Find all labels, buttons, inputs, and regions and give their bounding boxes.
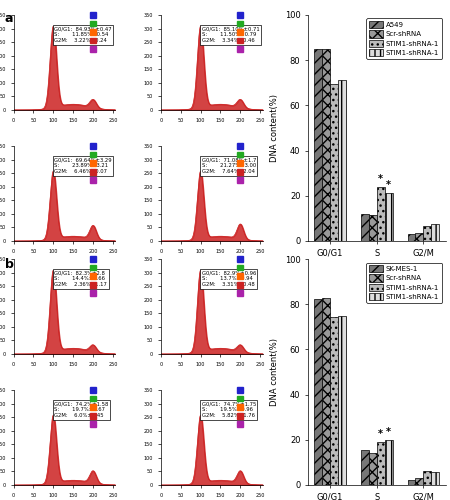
- Bar: [90, 290, 96, 296]
- Bar: [237, 46, 243, 52]
- Text: G0/G1:  74.2%±1.58
S:        19.7%±1.67
G2M:    6.0%±0.45: G0/G1: 74.2%±1.58 S: 19.7%±1.67 G2M: 6.0…: [54, 402, 108, 418]
- Bar: [369, 215, 377, 241]
- Bar: [90, 46, 96, 52]
- Bar: [237, 20, 243, 26]
- Text: *: *: [386, 180, 391, 190]
- Bar: [90, 422, 96, 427]
- Bar: [237, 169, 243, 174]
- Bar: [237, 396, 243, 402]
- Bar: [423, 226, 432, 241]
- Bar: [237, 12, 243, 18]
- Bar: [90, 12, 96, 18]
- Bar: [361, 450, 369, 485]
- Bar: [90, 256, 96, 262]
- Bar: [369, 454, 377, 485]
- Bar: [408, 234, 415, 241]
- Bar: [90, 178, 96, 183]
- Bar: [322, 298, 330, 485]
- Bar: [423, 472, 432, 485]
- Bar: [90, 160, 96, 166]
- Bar: [408, 480, 415, 485]
- Bar: [330, 317, 338, 485]
- Text: b: b: [4, 258, 13, 270]
- Bar: [237, 160, 243, 166]
- Bar: [90, 413, 96, 418]
- Bar: [237, 38, 243, 44]
- Bar: [90, 387, 96, 393]
- Bar: [385, 440, 393, 485]
- Bar: [90, 38, 96, 44]
- Bar: [90, 152, 96, 158]
- Bar: [90, 169, 96, 174]
- Text: G0/G1:  85.10%±0.71
S:        11.50%±0.79
G2M:    3.34%±0.46: G0/G1: 85.10%±0.71 S: 11.50%±0.79 G2M: 3…: [202, 26, 259, 43]
- Bar: [90, 282, 96, 288]
- Y-axis label: DNA content(%): DNA content(%): [270, 338, 279, 406]
- Bar: [90, 29, 96, 35]
- Text: G0/G1:  84.93%±0.47
S:        11.85%±0.54
G2M:    3.22%±0.24: G0/G1: 84.93%±0.47 S: 11.85%±0.54 G2M: 3…: [54, 26, 112, 43]
- Bar: [377, 187, 385, 241]
- Text: G0/G1:  69.64%±3.29
S:        23.89%±3.21
G2M:    6.46%±0.07: G0/G1: 69.64%±3.29 S: 23.89%±3.21 G2M: 6…: [54, 158, 112, 174]
- Bar: [338, 316, 346, 485]
- Bar: [237, 404, 243, 410]
- Bar: [432, 224, 439, 241]
- Bar: [237, 178, 243, 183]
- Bar: [237, 413, 243, 418]
- Bar: [377, 442, 385, 485]
- Bar: [237, 274, 243, 279]
- Bar: [237, 256, 243, 262]
- Text: G0/G1:  71.08%±1.7
S:        21.27%±3.00
G2M:    7.64%±2.04: G0/G1: 71.08%±1.7 S: 21.27%±3.00 G2M: 7.…: [202, 158, 256, 174]
- Text: *: *: [378, 174, 383, 184]
- Bar: [237, 290, 243, 296]
- Bar: [237, 282, 243, 288]
- Bar: [415, 478, 423, 485]
- Bar: [90, 404, 96, 410]
- Legend: SK-MES-1, Scr-shRNA, STIM1-shRNA-1, STIM1-shRNA-1: SK-MES-1, Scr-shRNA, STIM1-shRNA-1, STIM…: [366, 262, 442, 303]
- Text: G0/G1:  82.9%±0.96
S:        13.7%±0.94
G2M:    3.31%±0.48: G0/G1: 82.9%±0.96 S: 13.7%±0.94 G2M: 3.3…: [202, 270, 256, 287]
- Bar: [237, 387, 243, 393]
- Bar: [361, 214, 369, 241]
- Bar: [385, 193, 393, 241]
- Bar: [237, 29, 243, 35]
- Bar: [330, 84, 338, 241]
- Bar: [432, 472, 439, 485]
- Bar: [415, 234, 423, 241]
- Bar: [237, 422, 243, 427]
- Bar: [237, 143, 243, 149]
- Text: *: *: [378, 430, 383, 440]
- Bar: [338, 80, 346, 241]
- Bar: [90, 143, 96, 149]
- Bar: [237, 264, 243, 270]
- Bar: [314, 49, 322, 241]
- Text: G0/G1:  74.7%±1.75
S:        19.5%±0.96
G2M:    5.82%±1.76: G0/G1: 74.7%±1.75 S: 19.5%±0.96 G2M: 5.8…: [202, 402, 256, 418]
- Bar: [90, 20, 96, 26]
- Text: a: a: [4, 12, 13, 26]
- Bar: [322, 48, 330, 241]
- Bar: [314, 299, 322, 485]
- Bar: [90, 264, 96, 270]
- Text: G0/G1:  82.3%±2.8
S:        14.4%±1.66
G2M:    2.36%±1.17: G0/G1: 82.3%±2.8 S: 14.4%±1.66 G2M: 2.36…: [54, 270, 107, 287]
- Bar: [237, 152, 243, 158]
- Legend: A549, Scr-shRNA, STIM1-shRNA-1, STIM1-shRNA-1: A549, Scr-shRNA, STIM1-shRNA-1, STIM1-sh…: [366, 18, 442, 59]
- Bar: [90, 396, 96, 402]
- Text: *: *: [386, 427, 391, 437]
- Y-axis label: DNA content(%): DNA content(%): [270, 94, 279, 162]
- Bar: [90, 274, 96, 279]
